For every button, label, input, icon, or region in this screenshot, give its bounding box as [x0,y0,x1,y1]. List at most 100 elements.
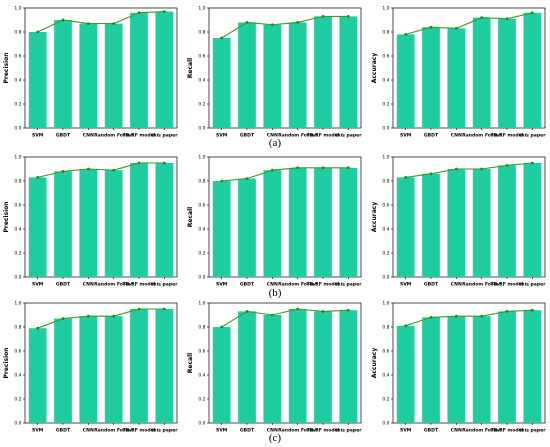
y-tick-label: 0.2 [198,102,205,108]
data-point [454,27,458,30]
y-tick-label: 0.2 [382,251,389,257]
data-point [505,310,509,313]
bar [104,23,123,129]
y-tick-label: 0.6 [14,54,21,60]
data-point [112,168,116,172]
x-tick-label: CNN [83,428,94,434]
bar [155,163,174,277]
data-point [220,179,224,183]
data-point [270,313,274,317]
y-tick-label: 0.2 [14,397,21,403]
y-tick-label: 0.2 [14,251,21,257]
y-tick-label: 0.8 [198,325,205,331]
bar [314,167,332,277]
x-tick-label: Random Forest [94,282,134,288]
y-tick-label: 1.0 [382,155,389,161]
data-point [321,310,325,313]
bar [54,171,72,277]
y-tick-label: 0.4 [14,78,21,84]
y-tick-label: 0.6 [382,203,389,209]
y-tick-label: 0.4 [198,78,205,84]
plot-frame [208,302,362,424]
plot-frame [24,7,178,129]
y-axis-label: Accuracy [371,348,378,379]
y-tick-label: 0.0 [198,421,205,427]
data-point [112,314,116,318]
y-axis-label: Accuracy [371,53,378,84]
x-tick-label: GBDT [424,428,439,434]
y-tick-label: 0.6 [14,349,21,355]
y-tick-label: 0.8 [382,325,389,331]
bar [314,16,332,128]
y-tick-label: 0.0 [382,126,389,132]
data-point [162,161,166,165]
data-point [220,325,224,329]
bar [472,316,491,423]
data-point [112,22,116,25]
x-tick-label: Random Forest [94,133,134,139]
chart-panel-6: 0.0 0.2 0.4 0.6 0.8 1.0 Accuracy SVM GBDT CNN Rand… [371,155,546,288]
bar [130,163,148,277]
y-tick-label: 0.2 [382,397,389,403]
y-tick-label: 0.8 [14,325,21,331]
bar [472,17,491,129]
y-tick-label: 0.6 [198,203,205,209]
plot-frame [24,156,178,278]
x-tick-label: TB-RF model [491,282,524,288]
data-point [137,11,141,15]
data-point [480,16,484,19]
x-tick-label: SVM [216,133,228,139]
bar [104,170,123,277]
y-axis-label: Precision [3,347,10,378]
x-tick-label: GBDT [240,282,255,288]
x-tick-label: CNN [451,282,462,288]
y-tick-label: 0.0 [14,275,21,281]
chart-panel-8: 0.0 0.2 0.4 0.6 0.8 1.0 Recall SVM GBDT CNN Random… [187,301,362,434]
panel-label-c: (c) [268,432,282,444]
x-tick-label: this paper [335,428,362,434]
x-tick-label: SVM [32,282,44,288]
y-tick-label: 0.2 [198,397,205,403]
y-tick-label: 0.8 [14,30,21,36]
bar [155,11,174,129]
trend-line [405,162,533,178]
data-point [429,25,433,29]
bar [238,311,256,423]
y-tick-label: 1.0 [14,301,21,307]
y-tick-label: 0.0 [14,126,21,132]
x-tick-label: SVM [32,133,44,139]
data-point [36,326,40,330]
y-axis-label: Precision [3,52,10,83]
bar [79,169,98,277]
x-tick-label: CNN [83,133,94,139]
bar [238,178,256,277]
y-tick-label: 0.6 [198,349,205,355]
plot-frame [392,7,546,129]
data-point [429,172,433,176]
bar [339,16,358,128]
x-tick-label: Random Forest [462,282,502,288]
y-tick-label: 0.0 [14,421,21,427]
trend-line [221,15,349,39]
y-tick-label: 0.8 [198,179,205,185]
x-tick-label: CNN [83,282,94,288]
x-tick-label: this paper [151,282,178,288]
data-point [296,307,300,311]
y-tick-label: 0.8 [382,30,389,36]
data-point [220,36,224,40]
x-tick-label: Random Forest [462,428,502,434]
data-point [270,23,274,27]
data-point [61,170,65,173]
x-tick-label: CNN [451,133,462,139]
y-tick-label: 1.0 [14,155,21,161]
data-point [480,167,484,171]
bar [28,328,47,423]
y-tick-label: 0.0 [198,275,205,281]
data-point [270,168,274,172]
bar [54,20,72,128]
x-tick-label: TB-RF model [307,282,340,288]
bar [212,181,231,277]
bar [339,167,358,277]
x-tick-label: CNN [267,428,278,434]
